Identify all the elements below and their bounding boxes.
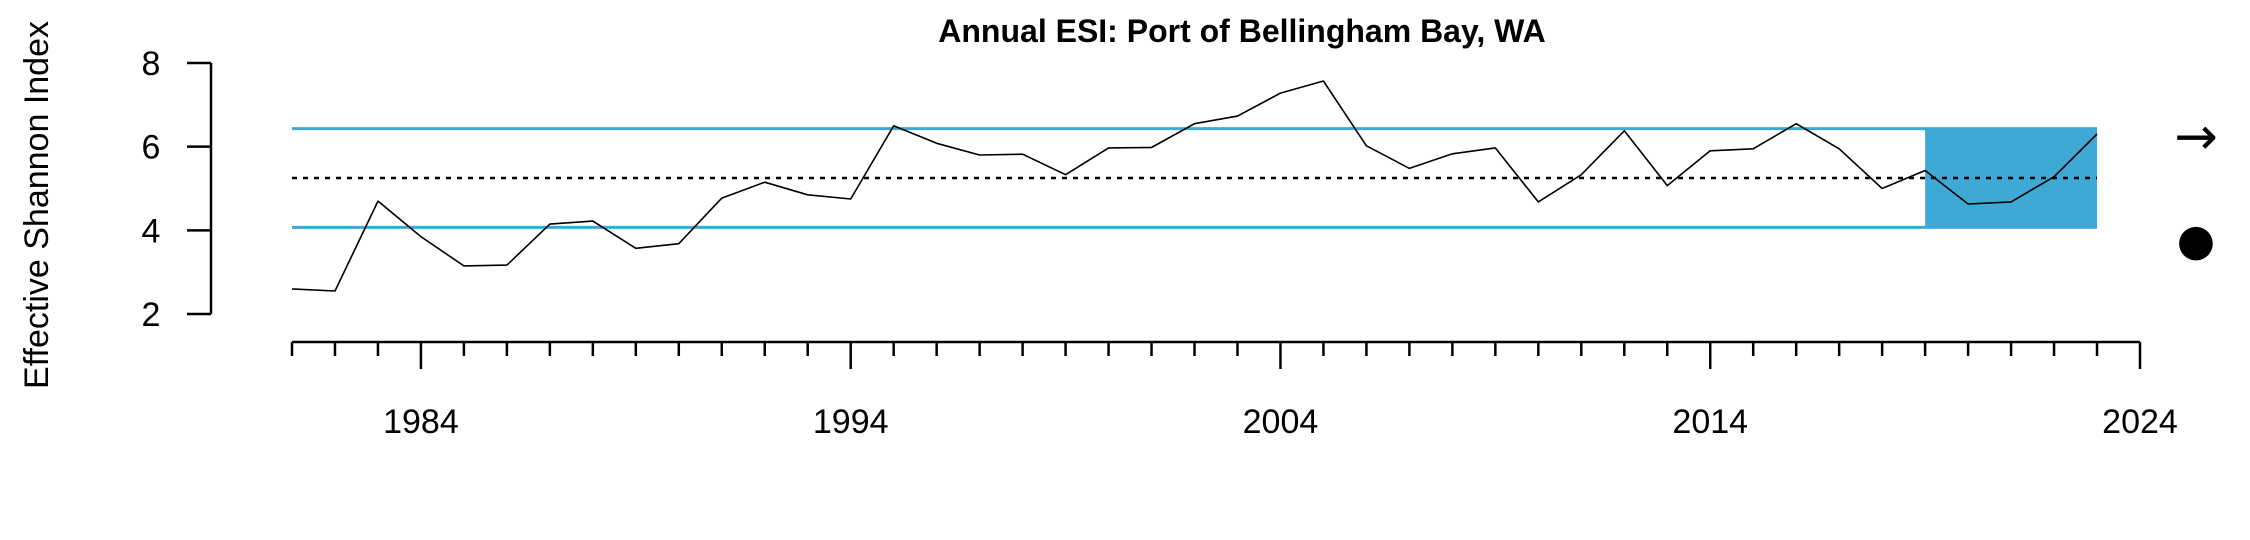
x-axis: 1984 1994 2004 2014 2024 (290, 340, 2178, 441)
x-tick-label: 1984 (383, 403, 459, 441)
y-tick-label: 8 (142, 45, 161, 83)
x-tick-label: 2004 (1243, 403, 1319, 441)
reference-lines (292, 127, 2098, 229)
x-tick-label: 2014 (1672, 403, 1748, 441)
trend-arrow-icon: → (2174, 107, 2218, 167)
y-tick-label: 4 (142, 212, 161, 250)
chart-title: Annual ESI: Port of Bellingham Bay, WA (938, 13, 1545, 49)
y-tick-label: 6 (142, 129, 161, 167)
series-lines (291, 80, 2098, 292)
level-dot-icon: ● (2177, 215, 2215, 266)
y-axis-label: Effective Shannon Index (18, 21, 56, 389)
x-tick-label: 1994 (813, 403, 889, 441)
series-line-0 (291, 80, 2098, 292)
x-tick-label: 2024 (2102, 403, 2178, 441)
y-axis: 2 4 6 8 (142, 45, 213, 334)
y-tick-label: 2 (142, 296, 161, 334)
